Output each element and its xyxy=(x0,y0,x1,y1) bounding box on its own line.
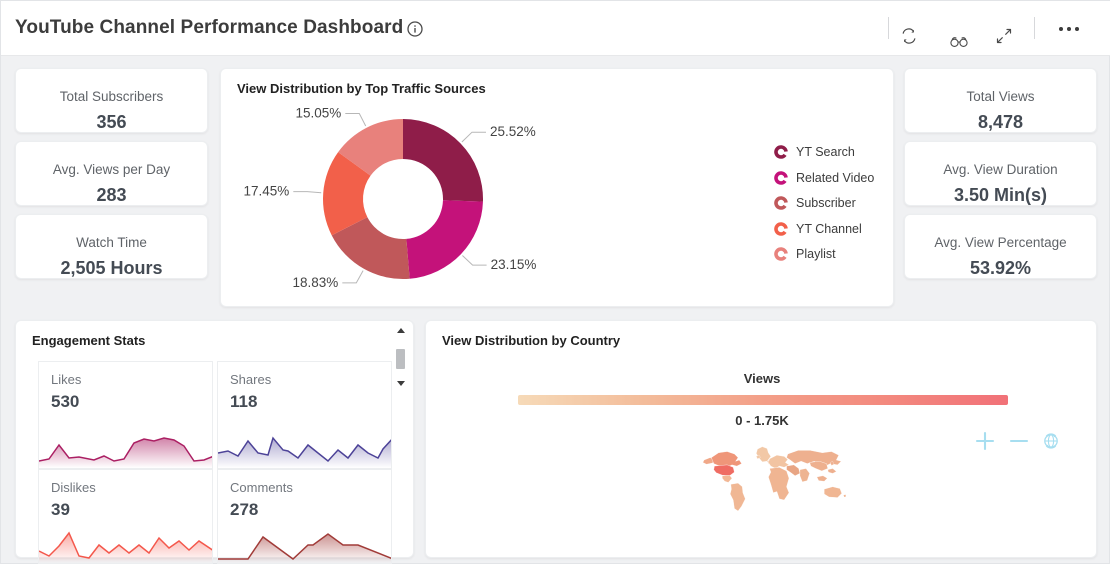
svg-text:17.45%: 17.45% xyxy=(244,184,290,199)
svg-text:23.15%: 23.15% xyxy=(491,257,537,272)
svg-text:15.05%: 15.05% xyxy=(296,106,342,121)
svg-text:25.52%: 25.52% xyxy=(490,124,536,139)
svg-text:18.83%: 18.83% xyxy=(293,275,339,290)
